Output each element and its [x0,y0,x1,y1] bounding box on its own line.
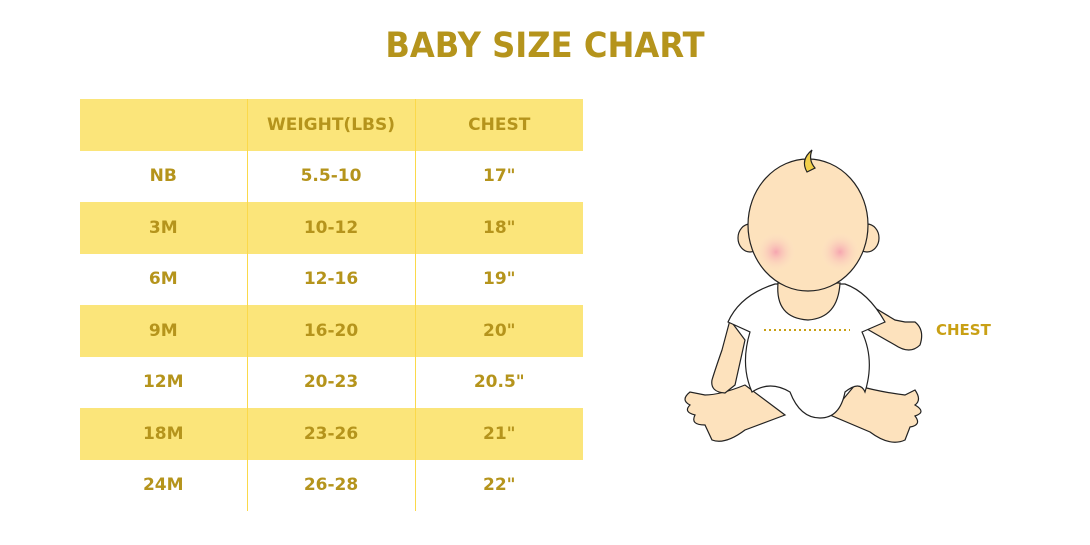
chest-cell: 21" [414,408,583,460]
table-row: NB 5.5-10 17" [80,150,583,202]
size-cell: 12M [142,372,184,393]
size-table: WEIGHT(LBS) CHEST NB 5.5-10 17" 3M 10-12 18"… [80,99,583,511]
weight-cell: 10-12 [246,202,415,254]
table-row: 3M 10-12 18" [80,202,583,254]
table-row: 24M 26-28 22" [80,459,583,511]
weight-cell: 26-28 [246,459,415,511]
chest-cell: 20.5" [414,356,583,408]
size-cell: 9M [80,305,247,357]
size-cell: 6M [148,269,178,290]
chest-cell: 17" [414,150,583,202]
table-row: 18M 23-26 21" [80,408,583,460]
chest-cell: 18" [414,202,583,254]
chest-cell: 19" [414,253,583,305]
table-row: 9M 16-20 20" [80,305,583,357]
chart-title: BABY SIZE CHART [385,26,705,66]
header-cell: WEIGHT(LBS) [246,99,415,151]
table-row: 6M 12-16 19" [80,253,583,305]
size-cell: NB [149,166,177,187]
weight-cell: 20-23 [246,356,415,408]
weight-cell: 23-26 [246,408,415,460]
size-cell: 18M [80,408,247,460]
weight-cell: 12-16 [246,253,415,305]
chest-label: CHEST [936,321,991,339]
chest-cell: 20" [414,305,583,357]
table-row: 12M 20-23 20.5" [80,356,583,408]
size-cell: 3M [80,202,247,254]
header-cell [80,99,247,151]
table-header-row: WEIGHT(LBS) CHEST [80,99,583,151]
weight-cell: 16-20 [246,305,415,357]
size-cell: 24M [142,475,184,496]
header-cell: CHEST [414,99,583,151]
weight-cell: 5.5-10 [246,150,415,202]
chest-cell: 22" [414,459,583,511]
